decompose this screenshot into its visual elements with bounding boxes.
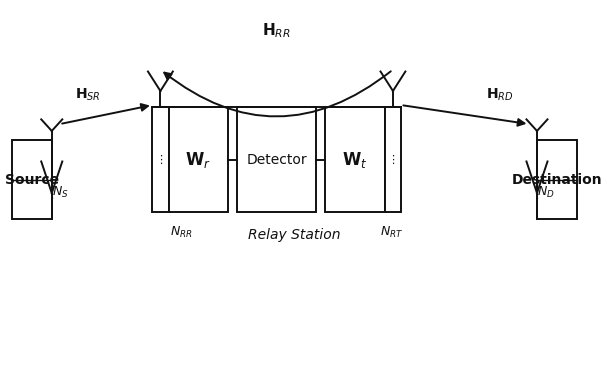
Text: $\mathbf{H}_{RR}$: $\mathbf{H}_{RR}$ xyxy=(262,21,291,40)
Bar xyxy=(385,107,401,212)
Bar xyxy=(152,107,169,212)
Bar xyxy=(325,107,385,212)
Text: ⋮: ⋮ xyxy=(531,191,543,200)
Bar xyxy=(237,107,316,212)
Text: Destination: Destination xyxy=(512,173,602,187)
Text: ⋮: ⋮ xyxy=(155,154,166,165)
Bar xyxy=(12,140,52,219)
Text: $\mathbf{H}_{RD}$: $\mathbf{H}_{RD}$ xyxy=(486,86,514,103)
Text: $N_S$: $N_S$ xyxy=(52,185,69,201)
Text: $N_{RT}$: $N_{RT}$ xyxy=(380,225,403,240)
Text: ⋮: ⋮ xyxy=(387,154,399,165)
Bar xyxy=(537,140,577,219)
Bar xyxy=(169,107,228,212)
Text: $N_D$: $N_D$ xyxy=(537,185,555,201)
Text: ⋮: ⋮ xyxy=(46,191,57,200)
Text: Detector: Detector xyxy=(246,152,307,166)
Text: $\mathbf{W}_r$: $\mathbf{W}_r$ xyxy=(185,149,211,170)
Text: $N_{RR}$: $N_{RR}$ xyxy=(169,225,192,240)
Text: Relay Station: Relay Station xyxy=(248,229,340,242)
Text: $\mathbf{H}_{SR}$: $\mathbf{H}_{SR}$ xyxy=(75,86,101,103)
Text: $\mathbf{W}_t$: $\mathbf{W}_t$ xyxy=(342,149,368,170)
Text: Source: Source xyxy=(5,173,59,187)
